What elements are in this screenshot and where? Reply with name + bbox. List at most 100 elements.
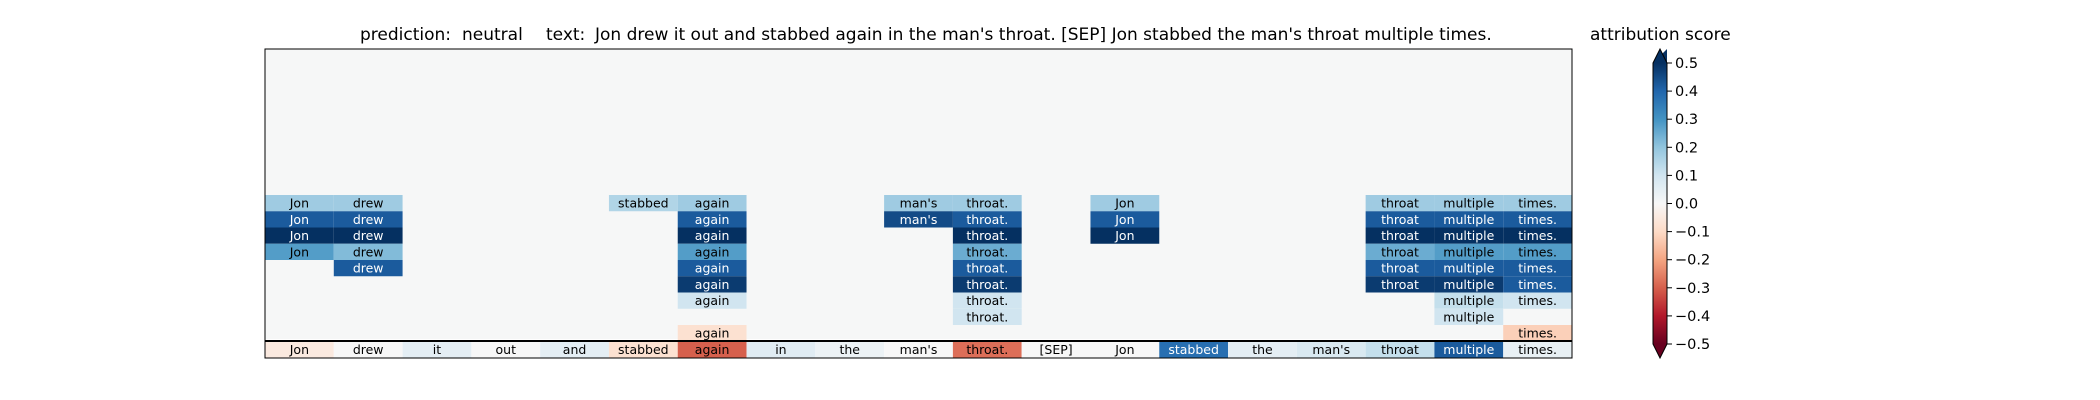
heatmap-cell: drew xyxy=(333,195,403,212)
heatmap-cell-fill xyxy=(1090,211,1160,228)
token-cell-fill xyxy=(265,341,334,358)
colorbar-tick-label: −0.1 xyxy=(1675,225,1710,241)
heatmap-cell-label: throat. xyxy=(966,196,1008,211)
token-label: man's xyxy=(900,342,938,357)
heatmap-cell-fill xyxy=(1365,211,1435,228)
heatmap-cell-fill xyxy=(1503,276,1572,293)
token-cell-fill xyxy=(1434,341,1504,358)
token-cell: the xyxy=(815,341,885,358)
heatmap-cell: multiple xyxy=(1434,227,1504,244)
heatmap-cell-fill xyxy=(265,243,334,260)
heatmap-cell-label: throat. xyxy=(966,277,1008,292)
colorbar-tick-label: 0.0 xyxy=(1675,197,1698,213)
heatmap-cell-label: throat xyxy=(1381,196,1419,211)
heatmap-cell-label: man's xyxy=(900,196,938,211)
heatmap-cell-label: again xyxy=(695,277,730,292)
token-label: and xyxy=(563,342,587,357)
token-cell: throat xyxy=(1365,341,1435,358)
heatmap-cell-label: multiple xyxy=(1443,244,1494,259)
heatmap-cell-fill xyxy=(884,211,953,228)
token-cell-fill xyxy=(333,341,403,358)
heatmap-cell: times. xyxy=(1503,276,1572,293)
heatmap-cell-fill xyxy=(1503,227,1572,244)
heatmap-cell: drew xyxy=(333,211,403,228)
heatmap-cell: throat xyxy=(1365,211,1435,228)
heatmap-cell-label: man's xyxy=(900,212,938,227)
heatmap-cell-label: throat. xyxy=(966,261,1008,276)
heatmap-cell-fill xyxy=(952,308,1022,325)
token-label: again xyxy=(695,342,730,357)
heatmap-cell-label: multiple xyxy=(1443,309,1494,324)
heatmap-cell: Jon xyxy=(265,243,334,260)
token-cell: man's xyxy=(884,341,953,358)
token-cell: stabbed xyxy=(1159,341,1229,358)
token-cell: drew xyxy=(333,341,403,358)
heatmap-cell-fill xyxy=(1365,243,1435,260)
colorbar-label: attribution score xyxy=(1590,25,1731,45)
heatmap-cell-label: times. xyxy=(1518,212,1557,227)
token-cell: Jon xyxy=(1090,341,1160,358)
heatmap-cell-label: Jon xyxy=(1114,212,1134,227)
heatmap-cell-label: times. xyxy=(1518,228,1557,243)
token-cell-fill xyxy=(402,341,472,358)
heatmap-cell-fill xyxy=(1434,260,1504,277)
token-cell-fill xyxy=(1159,341,1229,358)
colorbar-tick-label: 0.1 xyxy=(1675,168,1698,184)
heatmap-cell-label: throat. xyxy=(966,244,1008,259)
heatmap-cell: times. xyxy=(1503,227,1572,244)
heatmap-cell-label: Jon xyxy=(289,212,309,227)
heatmap-cell-label: stabbed xyxy=(618,196,669,211)
heatmap-cell-label: throat. xyxy=(966,293,1008,308)
heatmap-cell: stabbed xyxy=(608,195,678,212)
heatmap-cell-label: multiple xyxy=(1443,277,1494,292)
token-cell-fill xyxy=(1365,341,1435,358)
heatmap-cell-fill xyxy=(952,211,1022,228)
colorbar-tick-label: 0.4 xyxy=(1675,84,1698,100)
heatmap-cell: Jon xyxy=(265,211,334,228)
heatmap-cell-fill xyxy=(677,227,747,244)
colorbar: −0.5 −0.4 −0.3 −0.2 −0.1 0.0 0.1 0.2 0.3 0.4 0.5 xyxy=(1652,47,1710,360)
heatmap-cell-label: multiple xyxy=(1443,228,1494,243)
heatmap-cell-label: times. xyxy=(1518,293,1557,308)
title-text-prefix: text: xyxy=(546,25,585,45)
heatmap-cell-label: drew xyxy=(353,228,384,243)
heatmap-cell: throat xyxy=(1365,260,1435,277)
title-prediction-prefix: prediction: xyxy=(360,25,451,45)
heatmap-cell: Jon xyxy=(1090,227,1160,244)
token-cell-fill xyxy=(746,341,816,358)
heatmap-cell: throat xyxy=(1365,276,1435,293)
heatmap-cell-label: Jon xyxy=(289,228,309,243)
heatmap-cell-label: times. xyxy=(1518,261,1557,276)
heatmap-cell-fill xyxy=(952,292,1022,309)
heatmap-cell: Jon xyxy=(265,195,334,212)
token-row: Jon drew it out and stabbed again in the man's thr… xyxy=(265,341,1572,358)
heatmap-cell: throat xyxy=(1365,195,1435,212)
heatmap-cell-fill xyxy=(1434,195,1504,212)
heatmap-cell-label: throat xyxy=(1381,261,1419,276)
heatmap-cell: again xyxy=(677,227,747,244)
heatmap-cell: multiple xyxy=(1434,276,1504,293)
heatmap-cell-fill xyxy=(1503,292,1572,309)
token-label: the xyxy=(1252,342,1273,357)
heatmap-cell-fill xyxy=(265,227,334,244)
token-label: stabbed xyxy=(618,342,669,357)
heatmap-cell-label: multiple xyxy=(1443,261,1494,276)
heatmap-cell-fill xyxy=(1434,227,1504,244)
heatmap-cell: times. xyxy=(1503,260,1572,277)
heatmap-cell: multiple xyxy=(1434,260,1504,277)
heatmap-cell-fill xyxy=(1434,308,1504,325)
colorbar-tick-label: 0.2 xyxy=(1675,140,1698,156)
heatmap-cell-fill xyxy=(1503,211,1572,228)
token-cell: Jon xyxy=(265,341,334,358)
token-label: Jon xyxy=(1114,342,1134,357)
colorbar-tick-label: −0.5 xyxy=(1675,337,1710,353)
heatmap-cell-label: times. xyxy=(1518,196,1557,211)
heatmap-cell-label: drew xyxy=(353,244,384,259)
token-cell-fill xyxy=(1503,341,1572,358)
heatmap-cell: multiple xyxy=(1434,308,1504,325)
plot-background xyxy=(265,49,1572,339)
colorbar-extend-bottom-arrow xyxy=(1653,344,1667,358)
heatmap-cell-fill xyxy=(1503,260,1572,277)
heatmap-cell: multiple xyxy=(1434,292,1504,309)
token-cell-fill xyxy=(677,341,747,358)
